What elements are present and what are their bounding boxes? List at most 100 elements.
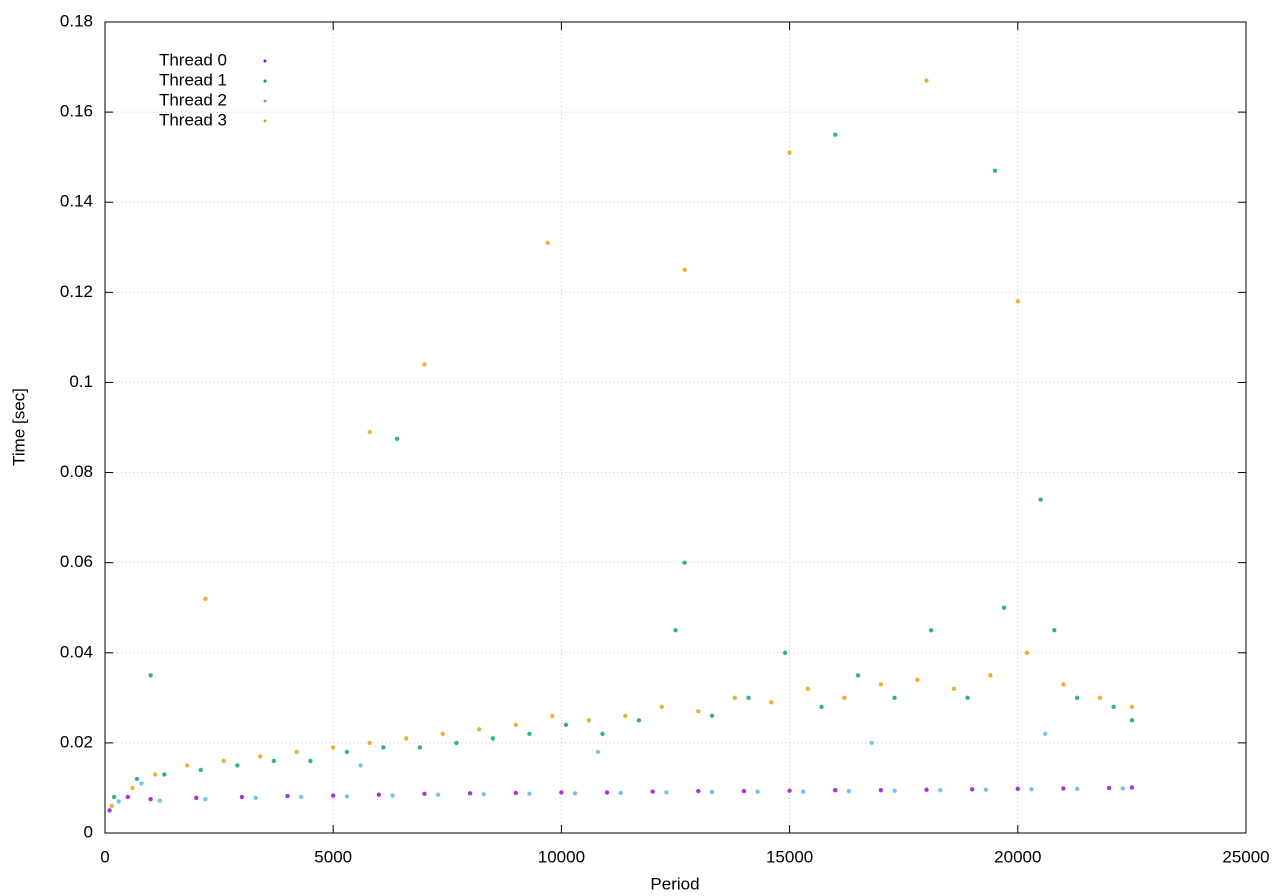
data-point bbox=[833, 787, 838, 793]
data-point bbox=[1106, 785, 1112, 791]
data-point bbox=[130, 785, 135, 791]
data-point bbox=[285, 793, 290, 799]
data-point bbox=[344, 749, 350, 755]
data-point bbox=[682, 560, 687, 565]
data-point bbox=[969, 787, 975, 792]
data-point bbox=[1097, 695, 1103, 701]
data-point bbox=[659, 704, 665, 710]
plot-border bbox=[104, 21, 1247, 834]
data-point bbox=[367, 740, 372, 746]
data-point bbox=[116, 799, 121, 804]
data-point bbox=[650, 789, 655, 794]
data-point bbox=[1052, 628, 1057, 633]
x-tick-label: 20000 bbox=[994, 847, 1041, 866]
data-point bbox=[992, 168, 998, 173]
data-point bbox=[422, 362, 427, 367]
data-point bbox=[253, 795, 258, 801]
data-point bbox=[983, 787, 989, 792]
data-point bbox=[435, 792, 441, 797]
data-point bbox=[545, 240, 550, 245]
data-point bbox=[1038, 497, 1043, 502]
data-point bbox=[239, 794, 245, 800]
data-point bbox=[892, 788, 897, 793]
data-point bbox=[381, 745, 386, 750]
data-point bbox=[527, 731, 532, 737]
data-point bbox=[1024, 650, 1030, 655]
data-point bbox=[855, 673, 861, 678]
legend-label: Thread 3 bbox=[159, 110, 227, 129]
data-point bbox=[440, 731, 445, 737]
data-point bbox=[422, 791, 427, 797]
data-point bbox=[134, 776, 140, 782]
legend-swatch bbox=[263, 99, 267, 103]
data-point bbox=[924, 787, 929, 792]
data-point bbox=[915, 677, 920, 683]
data-point bbox=[1042, 731, 1048, 737]
data-point bbox=[358, 763, 363, 768]
data-point bbox=[299, 794, 304, 800]
data-point bbox=[746, 695, 751, 701]
data-point bbox=[513, 722, 518, 728]
data-point bbox=[833, 132, 838, 137]
data-point bbox=[819, 704, 824, 710]
y-axis-label: Time [sec] bbox=[9, 388, 28, 466]
data-point bbox=[1015, 786, 1020, 792]
data-point bbox=[563, 722, 569, 728]
data-point bbox=[988, 673, 993, 678]
data-point bbox=[842, 695, 847, 701]
data-point bbox=[139, 781, 144, 786]
data-point bbox=[390, 793, 395, 798]
data-point bbox=[600, 731, 605, 737]
data-point bbox=[787, 150, 792, 155]
data-point bbox=[271, 758, 277, 764]
data-point bbox=[892, 695, 897, 701]
data-point bbox=[467, 791, 473, 796]
data-point bbox=[1074, 786, 1080, 792]
data-point bbox=[924, 78, 929, 83]
data-point bbox=[1061, 682, 1066, 687]
y-tick-label: 0 bbox=[84, 822, 93, 841]
data-point bbox=[696, 788, 701, 794]
data-point bbox=[107, 808, 112, 813]
legend-swatch bbox=[263, 79, 267, 83]
y-tick-label: 0.06 bbox=[60, 552, 93, 571]
data-point bbox=[928, 628, 934, 633]
y-tick-label: 0.08 bbox=[60, 462, 93, 481]
data-point bbox=[1074, 695, 1080, 701]
data-point bbox=[148, 797, 153, 802]
legend-swatch bbox=[263, 59, 267, 63]
data-point bbox=[481, 792, 487, 797]
data-point bbox=[636, 718, 642, 723]
data-point bbox=[513, 790, 518, 796]
legend-label: Thread 0 bbox=[159, 50, 227, 69]
data-point bbox=[308, 758, 313, 764]
data-point bbox=[527, 791, 532, 797]
data-point bbox=[559, 790, 564, 795]
legend-swatch bbox=[263, 119, 267, 123]
data-point bbox=[1129, 785, 1135, 790]
x-tick-label: 5000 bbox=[314, 847, 352, 866]
y-tick-label: 0.16 bbox=[60, 102, 93, 121]
data-point bbox=[586, 718, 591, 723]
data-point bbox=[294, 749, 299, 755]
data-point bbox=[1001, 605, 1007, 610]
data-point bbox=[846, 788, 852, 794]
data-point bbox=[1129, 704, 1135, 710]
legend-label: Thread 2 bbox=[159, 90, 227, 109]
data-point bbox=[938, 787, 943, 793]
data-point bbox=[490, 736, 496, 741]
data-point bbox=[394, 436, 400, 441]
data-point bbox=[696, 709, 701, 714]
data-point bbox=[376, 792, 382, 797]
data-point bbox=[203, 797, 208, 802]
y-tick-label: 0.18 bbox=[60, 11, 93, 30]
data-point bbox=[878, 787, 884, 793]
x-tick-label: 15000 bbox=[766, 847, 813, 866]
data-point bbox=[344, 794, 350, 799]
data-point bbox=[878, 682, 884, 687]
data-point bbox=[709, 789, 715, 795]
x-tick-label: 25000 bbox=[1222, 847, 1269, 866]
data-point bbox=[109, 803, 115, 809]
data-point bbox=[184, 763, 190, 768]
